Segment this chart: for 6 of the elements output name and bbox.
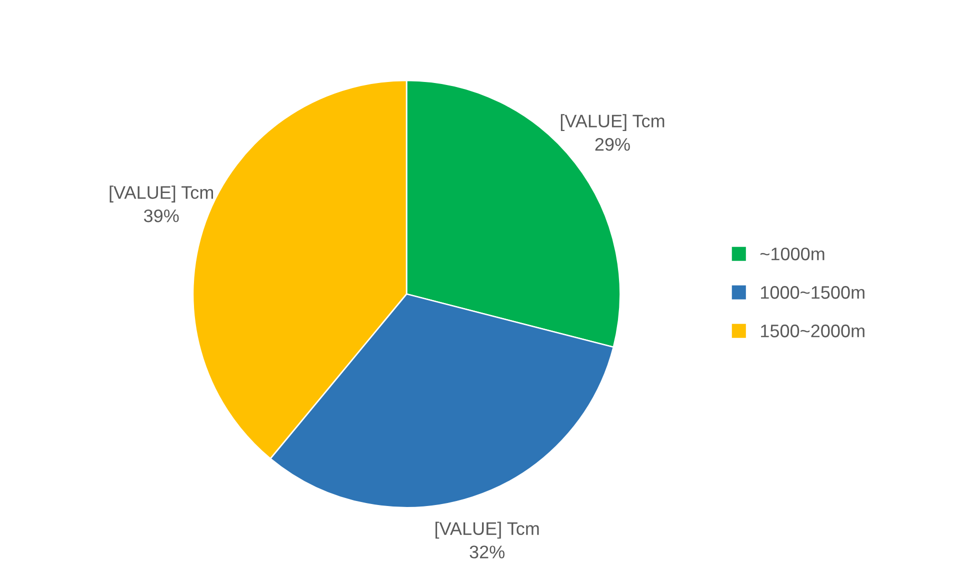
- data-label: [VALUE] Tcm 39%: [110, 186, 213, 222]
- legend-label: 1500~2000m: [761, 324, 864, 338]
- data-label: [VALUE] Tcm 32%: [436, 522, 539, 558]
- data-label: [VALUE] Tcm 29%: [560, 114, 664, 151]
- legend-label: ~1000m: [760, 248, 824, 260]
- legend-label: 1000~1500m: [761, 286, 864, 299]
